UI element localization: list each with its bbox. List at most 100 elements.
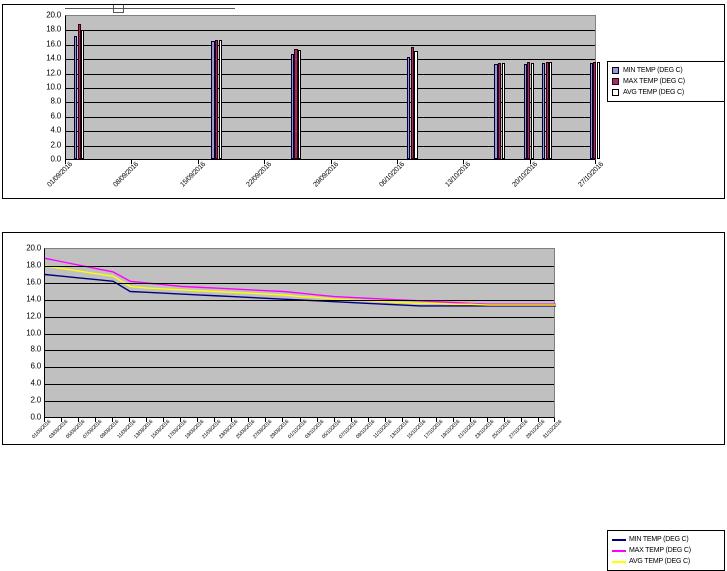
legend-item-avg[interactable]: AVG TEMP (DEG C) [612,556,720,567]
x-axis-tick-label: 08/09/2016 [112,161,141,189]
legend-item-min[interactable]: MIN TEMP (DEG C) [612,534,720,545]
gridline [66,44,595,46]
x-axis-tick-mark [282,418,284,422]
bar-max [498,63,502,159]
gridline [66,145,595,147]
x-axis-tick-mark [529,160,531,164]
gridline [45,350,554,352]
y-axis-tick-label: 12.0 [26,311,41,321]
y-axis-tick-label: 14.0 [46,53,61,63]
x-axis-tick-mark [65,160,66,164]
legend-item-max[interactable]: MAX TEMP (DEG C) [612,76,720,87]
legend-line-min-icon [612,538,626,541]
legend-swatch-avg-icon [612,89,619,96]
x-axis-tick-mark [333,418,335,422]
bar-min [589,63,593,159]
line-series [45,258,556,304]
x-axis-tick-mark [78,418,80,422]
y-axis-tick-label: 20.0 [26,243,41,253]
bar-min [73,36,78,159]
y-axis-tick-label: 8.0 [30,344,41,354]
chart-resize-handle[interactable] [113,5,124,13]
x-axis-tick-mark [129,418,131,422]
x-axis-tick-mark [180,418,182,422]
x-axis-tick-mark [503,418,505,422]
y-axis-tick-label: 0.0 [50,154,61,164]
bar-min [407,56,411,159]
y-axis-tick-label: 18.0 [26,260,41,270]
x-axis-tick-mark [316,418,318,422]
x-axis-tick-label: 27/10/2016 [577,161,605,189]
legend-label-min: MIN TEMP (DEG C) [629,536,689,543]
bar-min [494,63,498,159]
x-axis-tick-mark [95,418,97,422]
x-axis-tick-mark [384,418,386,422]
y-axis-tick-label: 6.0 [30,361,41,371]
x-axis-tick-mark [469,418,471,422]
y-axis-tick-label: 10.0 [46,82,61,92]
x-axis-tick-label: 15/09/2016 [179,161,207,189]
x-axis-tick-label: 20/10/2016 [510,161,539,189]
bar-chart-legend: MIN TEMP (DEG C) MAX TEMP (DEG C) AVG TE… [607,61,725,102]
gridline [45,333,554,335]
line-chart-x-axis: 01/09/2016 03/09/2016 05/09/2016 07/09/2016… [31,418,563,474]
y-axis-tick-label: 20.0 [46,10,61,20]
y-axis-tick-label: 0.0 [30,412,41,422]
gridline [66,88,595,89]
legend-label-avg: AVG TEMP (DEG C) [623,89,684,96]
x-axis-tick-mark [197,418,199,422]
gridline [45,316,554,318]
gridline [66,131,595,133]
line-series [45,266,556,305]
y-axis-tick-label: 4.0 [50,125,61,135]
legend-item-min[interactable]: MIN TEMP (DEG C) [612,65,720,76]
y-axis-tick-label: 4.0 [30,378,41,388]
bar-avg [218,40,222,159]
bar-max [527,62,531,159]
legend-swatch-max-icon [612,78,619,85]
x-axis-tick-mark [231,418,233,422]
x-axis-tick-mark [452,418,454,422]
x-axis-tick-mark [330,160,332,164]
bar-chart-y-axis: 20.0 18.0 16.0 14.0 12.0 10.0 8.0 6.0 4.0 2.0 0.0 [31,11,61,164]
x-axis-tick-mark [112,418,114,422]
x-axis-tick-mark [396,160,398,164]
x-axis-tick-mark [367,418,369,422]
bar-chart-x-axis: 01/09/2016 08/09/2016 15/09/2016 22/09/2016… [46,160,605,203]
legend-line-max-icon [612,549,626,552]
x-axis-tick-label: 29/09/2016 [311,161,340,189]
x-axis-tick-mark [264,160,266,164]
x-axis-tick-mark [61,418,63,422]
x-axis-tick-mark [350,418,352,422]
gridline [66,102,595,104]
line-chart-container: 20.0 18.0 16.0 14.0 12.0 10.0 8.0 6.0 4.0 2.0 0.0 … [2,232,725,571]
y-axis-tick-label: 14.0 [26,294,41,304]
line-series [45,275,556,306]
y-axis-tick-label: 10.0 [26,328,41,337]
gridline [45,265,554,267]
bar-avg [501,63,505,159]
gridline [45,282,554,284]
y-axis-tick-label: 16.0 [26,277,41,287]
legend-item-max[interactable]: MAX TEMP (DEG C) [612,545,720,556]
x-axis-tick-label: 06/10/2016 [378,161,406,189]
y-axis-tick-label: 8.0 [50,96,61,106]
x-axis-tick-label: 01/09/2016 [46,161,74,189]
gridline [66,116,595,118]
x-axis-tick-mark [537,418,539,422]
legend-item-avg[interactable]: AVG TEMP (DEG C) [612,87,720,98]
bar-max [215,40,219,159]
x-axis-tick-mark [463,160,465,164]
bar-max [545,61,549,159]
legend-label-max: MAX TEMP (DEG C) [623,78,685,85]
x-axis-tick-mark [520,418,522,422]
bar-avg [81,30,85,159]
bar-avg [298,49,302,159]
bar-avg [596,62,601,159]
bar-min [211,41,215,159]
y-axis-tick-label: 18.0 [46,24,61,34]
x-axis-tick-mark [44,418,45,422]
x-axis-tick-mark [401,418,403,422]
gridline [45,401,554,403]
x-axis-tick-label: 22/09/2016 [245,161,274,189]
